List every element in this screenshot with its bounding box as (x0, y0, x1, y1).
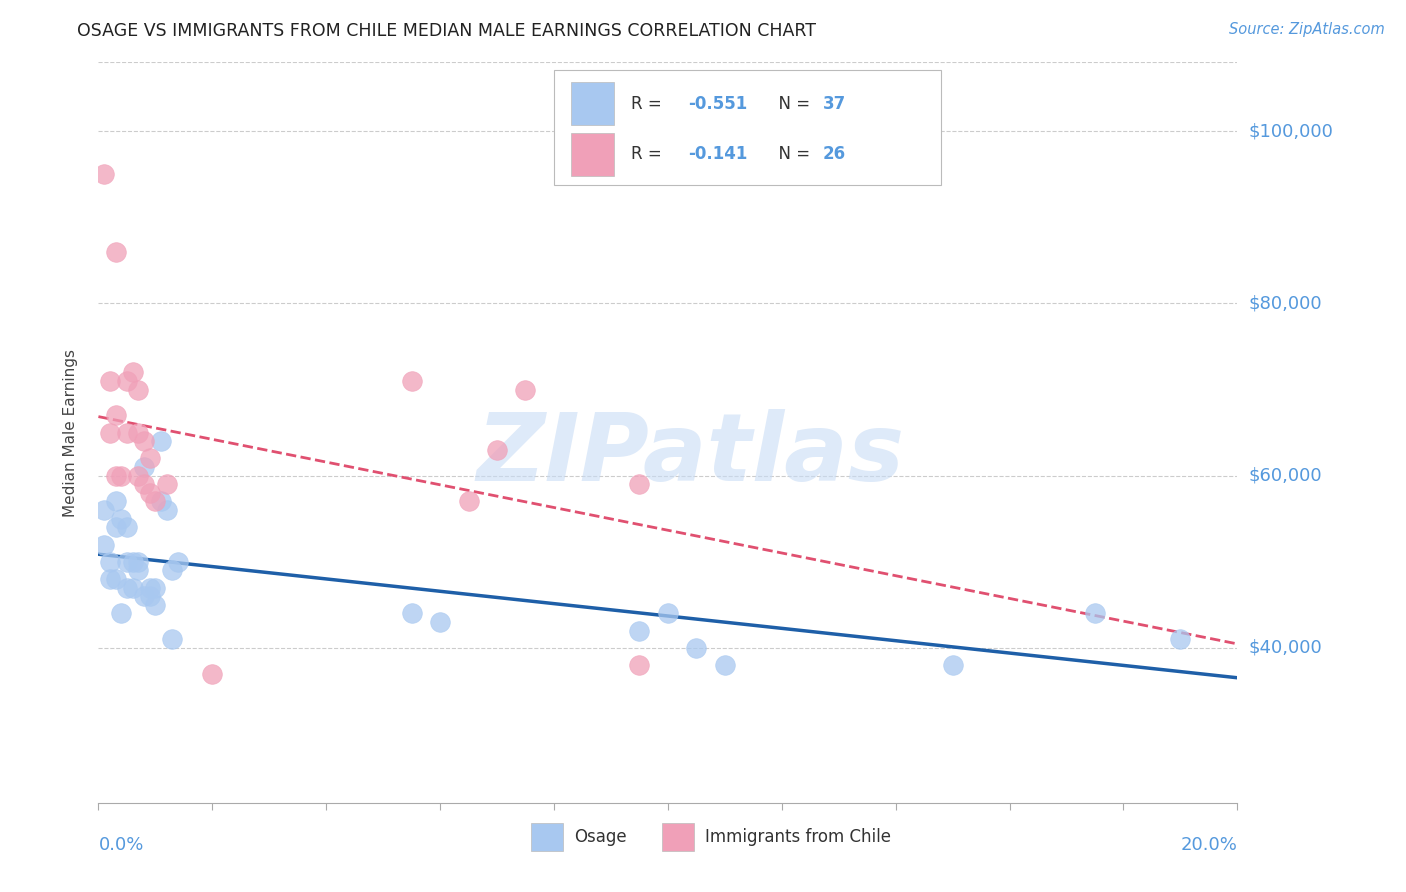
Point (121, 365, 143, 379)
Text: N =: N = (768, 145, 815, 163)
Text: $60,000: $60,000 (1249, 467, 1322, 484)
Text: $100,000: $100,000 (1249, 122, 1333, 140)
Point (93, 537, 115, 551)
Text: Osage: Osage (575, 828, 627, 846)
Point (98, 572, 121, 586)
Point (162, 563, 184, 577)
Point (628, 658, 651, 673)
Point (162, 632, 184, 647)
Point (628, 624, 651, 638)
Point (515, 383, 537, 397)
Point (628, 477, 651, 491)
Point (121, 581, 143, 595)
Point (93, 167, 115, 181)
Point (127, 563, 149, 577)
Y-axis label: Median Male Earnings: Median Male Earnings (63, 349, 77, 516)
Point (132, 477, 155, 491)
Text: R =: R = (631, 95, 668, 113)
Point (167, 555, 190, 569)
FancyBboxPatch shape (554, 70, 941, 185)
Text: 26: 26 (823, 145, 846, 163)
Point (942, 658, 965, 673)
Text: N =: N = (768, 95, 815, 113)
Point (115, 425, 138, 440)
FancyBboxPatch shape (531, 822, 562, 851)
Point (127, 425, 149, 440)
Point (115, 555, 138, 569)
Point (132, 434, 155, 449)
FancyBboxPatch shape (571, 82, 614, 126)
Point (486, 442, 509, 457)
Point (115, 520, 138, 534)
FancyBboxPatch shape (662, 822, 695, 851)
Text: ZIPatlas: ZIPatlas (477, 409, 904, 500)
Point (714, 658, 737, 673)
Point (104, 520, 127, 534)
Point (93, 503, 115, 517)
Point (401, 607, 423, 621)
Point (132, 589, 155, 603)
Point (138, 451, 160, 466)
Point (156, 503, 179, 517)
Point (457, 494, 479, 508)
Point (685, 640, 707, 655)
Point (138, 486, 160, 500)
Text: Source: ZipAtlas.com: Source: ZipAtlas.com (1229, 22, 1385, 37)
Point (138, 589, 160, 603)
Point (110, 607, 132, 621)
Point (145, 581, 167, 595)
Point (115, 581, 138, 595)
Point (127, 383, 149, 397)
Text: -0.141: -0.141 (689, 145, 748, 163)
Point (150, 434, 173, 449)
Text: 20.0%: 20.0% (1181, 836, 1237, 855)
Point (1084, 607, 1107, 621)
Point (150, 494, 173, 508)
FancyBboxPatch shape (571, 133, 614, 176)
Point (98, 425, 121, 440)
Point (127, 468, 149, 483)
Text: 37: 37 (823, 95, 846, 113)
Point (127, 555, 149, 569)
Point (657, 607, 679, 621)
Point (145, 598, 167, 612)
Text: $80,000: $80,000 (1249, 294, 1322, 312)
Text: 0.0%: 0.0% (98, 836, 143, 855)
Point (104, 494, 127, 508)
Point (1170, 632, 1192, 647)
Point (115, 374, 138, 388)
Point (98, 555, 121, 569)
Text: $40,000: $40,000 (1249, 639, 1322, 657)
Point (110, 468, 132, 483)
Point (132, 460, 155, 475)
Point (104, 572, 127, 586)
Point (104, 468, 127, 483)
Text: OSAGE VS IMMIGRANTS FROM CHILE MEDIAN MALE EARNINGS CORRELATION CHART: OSAGE VS IMMIGRANTS FROM CHILE MEDIAN MA… (77, 22, 817, 40)
Point (201, 666, 224, 681)
Point (156, 477, 179, 491)
Point (98, 374, 121, 388)
Point (401, 374, 423, 388)
Text: -0.551: -0.551 (689, 95, 748, 113)
Point (110, 512, 132, 526)
Point (145, 494, 167, 508)
Point (104, 409, 127, 423)
Text: R =: R = (631, 145, 668, 163)
Point (121, 555, 143, 569)
Point (138, 581, 160, 595)
Text: Immigrants from Chile: Immigrants from Chile (706, 828, 891, 846)
Point (429, 615, 451, 629)
Point (104, 244, 127, 259)
